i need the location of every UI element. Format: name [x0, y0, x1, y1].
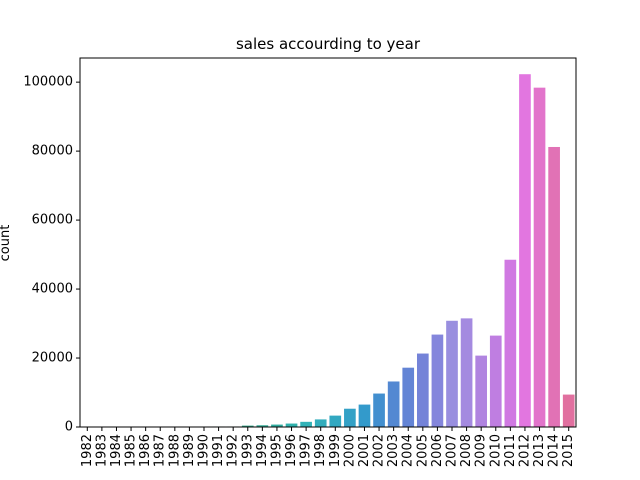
y-tick-label: 20000 [32, 351, 73, 366]
bar-2010 [489, 335, 502, 427]
x-tick-label: 1987 [153, 434, 168, 467]
x-tick-label: 1983 [94, 434, 109, 467]
bar-1999 [329, 415, 342, 427]
x-tick-label: 2005 [415, 434, 430, 467]
bar-2014 [548, 146, 560, 428]
x-tick-label: 2012 [517, 434, 532, 467]
x-tick-label: 2014 [547, 434, 562, 467]
x-tick-label: 2003 [386, 434, 401, 467]
bar-2013 [533, 87, 546, 427]
plot-frame [79, 57, 577, 428]
bar-2012 [519, 74, 531, 428]
y-tick-label: 80000 [32, 144, 73, 159]
x-tick-label: 1986 [138, 434, 153, 467]
bar-2009 [475, 355, 488, 427]
bar-1998 [314, 419, 327, 427]
x-tick-label: 2009 [474, 434, 489, 467]
x-tick-label: 1997 [299, 434, 314, 467]
bar-2008 [460, 318, 473, 427]
x-tick-label: 2013 [532, 434, 547, 467]
bar-1995 [271, 424, 283, 427]
x-tick-label: 1991 [211, 434, 226, 467]
x-tick-label: 1992 [226, 434, 241, 467]
x-tick-label: 2015 [561, 434, 576, 467]
x-tick-label: 2007 [445, 434, 460, 467]
x-axis-ticks: 1982 1983 1984 1985 1986 1987 1988 1989 1990 1991… [80, 427, 576, 467]
bar-2000 [344, 408, 356, 427]
x-tick-label: 1990 [197, 434, 212, 467]
y-tick-label: 60000 [32, 213, 73, 228]
bar-1996 [285, 423, 298, 427]
y-axis-label: count [0, 225, 13, 262]
x-tick-label: 2006 [430, 434, 445, 467]
bars-group [81, 74, 575, 428]
x-tick-label: 1994 [255, 434, 270, 467]
y-axis-ticks: 0 20000 40000 60000 80000 100000 [23, 75, 80, 435]
y-tick-label: 0 [65, 420, 73, 435]
x-tick-label: 1982 [80, 434, 95, 467]
bar-1997 [300, 421, 312, 427]
x-tick-label: 1995 [269, 434, 284, 467]
y-tick-label: 100000 [23, 75, 73, 90]
x-tick-label: 2002 [372, 434, 387, 467]
bar-2015 [562, 394, 575, 427]
x-tick-label: 1989 [182, 434, 197, 467]
x-tick-label: 1996 [284, 434, 299, 467]
bar-1993 [241, 425, 254, 427]
x-tick-label: 2001 [357, 434, 372, 467]
x-tick-label: 1998 [313, 434, 328, 467]
x-tick-label: 1988 [167, 434, 182, 467]
x-tick-label: 2011 [503, 434, 518, 467]
bar-2011 [504, 259, 517, 427]
bar-2002 [373, 393, 385, 427]
x-tick-label: 1999 [328, 434, 343, 467]
bar-2007 [446, 320, 458, 427]
x-tick-label: 2010 [488, 434, 503, 467]
x-tick-label: 2000 [342, 434, 357, 467]
bar-1994 [256, 425, 269, 427]
bar-2006 [431, 334, 444, 427]
x-tick-label: 1985 [124, 434, 139, 467]
bar-2003 [387, 381, 400, 427]
x-tick-label: 1984 [109, 434, 124, 467]
y-tick-label: 40000 [32, 282, 73, 297]
bar-2001 [358, 404, 371, 427]
bar-2005 [416, 353, 429, 427]
x-tick-label: 1993 [240, 434, 255, 467]
x-tick-label: 2008 [459, 434, 474, 467]
x-tick-label: 2004 [401, 434, 416, 467]
bar-2004 [402, 367, 415, 427]
chart-title: sales accourding to year [236, 35, 421, 53]
